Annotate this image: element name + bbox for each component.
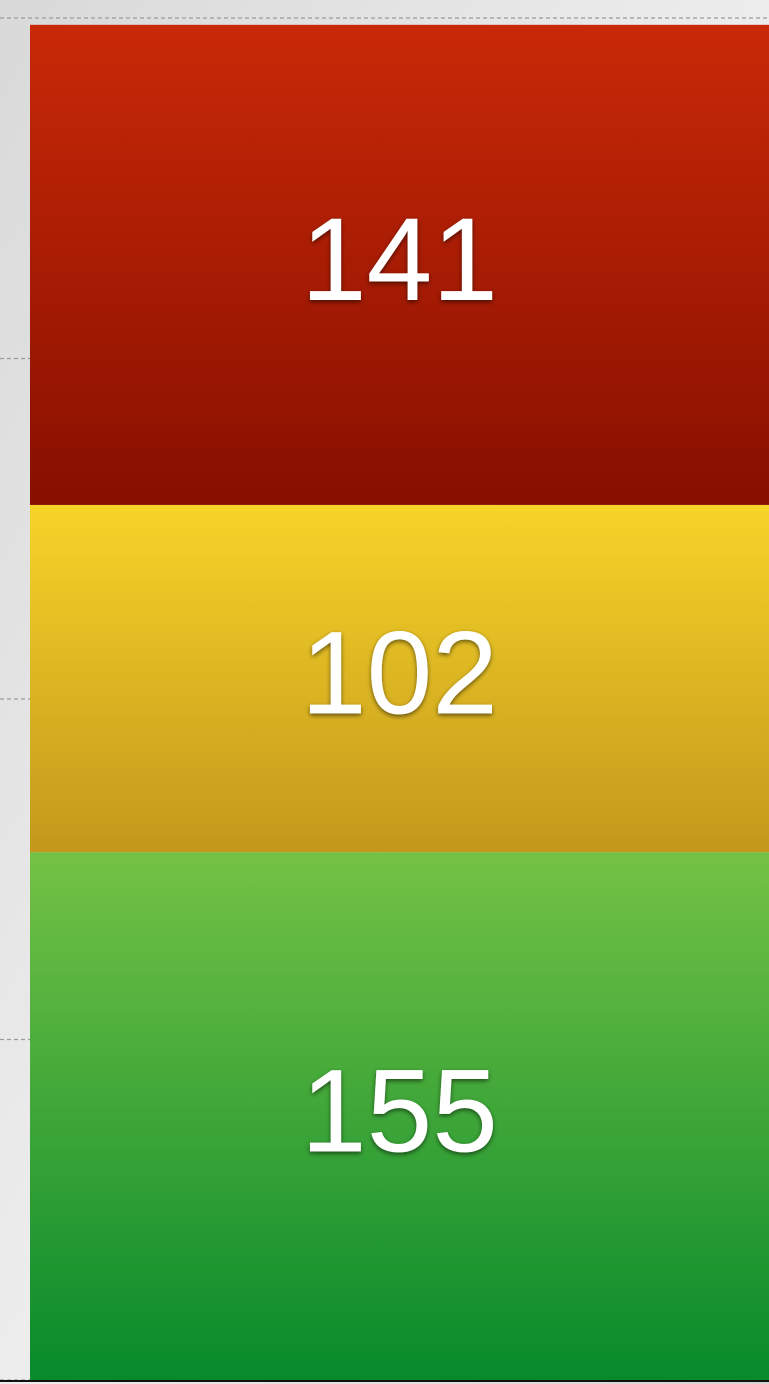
value-label: 102: [301, 608, 498, 740]
value-label: 155: [301, 1045, 498, 1177]
bar-segment: [30, 504, 769, 853]
value-label: 141: [301, 194, 498, 326]
bar-segment: [30, 852, 769, 1380]
bars: 155 102 141: [30, 24, 769, 1380]
bar-segment: [30, 24, 769, 505]
